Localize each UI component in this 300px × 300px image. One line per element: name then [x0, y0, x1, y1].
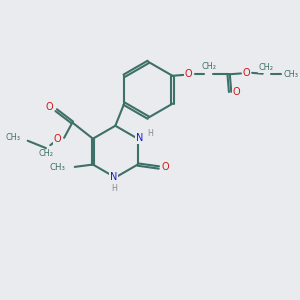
Text: O: O — [233, 87, 240, 97]
Text: H: H — [147, 129, 153, 138]
Text: CH₂: CH₂ — [201, 62, 216, 71]
Text: O: O — [185, 69, 193, 79]
Text: N: N — [110, 172, 118, 182]
Text: CH₃: CH₃ — [5, 133, 20, 142]
Text: O: O — [54, 134, 62, 144]
Text: H: H — [111, 184, 117, 193]
Text: CH₂: CH₂ — [259, 63, 274, 72]
Text: CH₂: CH₂ — [38, 149, 53, 158]
Text: O: O — [161, 163, 169, 172]
Text: CH₃: CH₃ — [50, 163, 66, 172]
Text: N: N — [136, 133, 143, 143]
Text: O: O — [45, 102, 53, 112]
Text: CH₃: CH₃ — [284, 70, 298, 79]
Text: O: O — [242, 68, 250, 78]
